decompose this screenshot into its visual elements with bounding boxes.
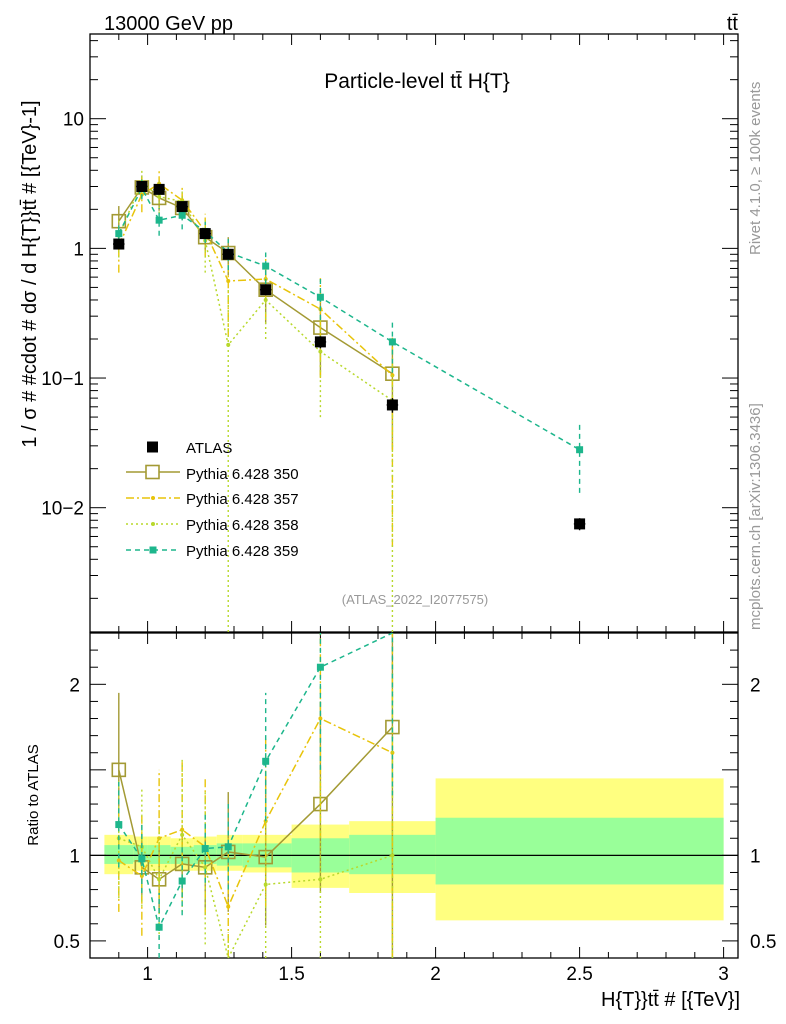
data-point	[113, 238, 125, 250]
main-title: Particle-level tt̄ H{T}	[324, 70, 510, 93]
legend-marker	[151, 522, 155, 526]
data-point	[263, 882, 268, 887]
data-point	[226, 904, 231, 909]
data-point	[390, 853, 395, 858]
legend-marker	[151, 496, 155, 500]
header-right: tt̄	[727, 13, 739, 35]
main-plot-area: 10−2 10−1 1 10	[41, 33, 739, 633]
data-point	[224, 843, 232, 851]
series-line	[118, 632, 393, 930]
data-point	[388, 338, 396, 346]
y-tick-label: 1	[69, 846, 80, 867]
series-line	[118, 186, 393, 375]
data-point	[574, 518, 586, 530]
series-line	[118, 180, 393, 402]
data-point	[318, 877, 323, 882]
data-point	[115, 821, 123, 829]
analysis-watermark: (ATLAS_2022_I2077575)	[342, 592, 488, 607]
series-line	[118, 717, 393, 909]
uncertainty-band-stat	[435, 817, 724, 885]
ratio-plot-frame	[89, 632, 739, 959]
data-point	[203, 865, 208, 870]
series-line	[118, 182, 393, 376]
data-point	[260, 284, 272, 296]
y-tick-label-right: 0.5	[750, 932, 776, 953]
data-point	[226, 342, 231, 347]
data-point	[201, 845, 209, 853]
data-point	[316, 293, 324, 301]
y-tick-label: 2	[69, 675, 80, 696]
data-point	[318, 716, 323, 721]
data-point	[316, 663, 324, 671]
data-point	[176, 201, 188, 213]
data-point	[157, 194, 162, 199]
data-point	[155, 216, 163, 224]
data-point	[138, 855, 146, 863]
data-point	[153, 183, 165, 195]
data-point	[314, 336, 326, 348]
data-point	[263, 277, 268, 282]
x-tick-label: 1	[142, 964, 153, 985]
x-tick-label: 3	[718, 964, 729, 985]
legend-marker	[147, 441, 158, 453]
data-point	[116, 858, 121, 863]
header-left: 13000 GeV pp	[104, 13, 233, 35]
main-plot-frame	[89, 33, 739, 633]
data-point	[178, 877, 186, 885]
data-point	[157, 877, 162, 882]
x-axis-label: H{T}}tt̄ # [{TeV}]	[601, 989, 740, 1011]
data-point	[318, 349, 323, 354]
legend-label: Pythia 6.428 357	[186, 491, 299, 508]
y-tick-label: 10	[63, 110, 84, 131]
legend-marker	[145, 464, 160, 480]
y-tick-label: 0.5	[54, 932, 80, 953]
data-point	[263, 297, 268, 302]
data-point	[155, 923, 163, 931]
data-point	[222, 248, 234, 260]
main-y-label: 1 / σ # #cdot # dσ / d H{T}}tt̄ # [{TeV}…	[19, 100, 41, 447]
data-point	[262, 757, 270, 765]
y-tick-label: 1	[73, 239, 84, 260]
data-point	[115, 230, 123, 238]
legend-label: ATLAS	[186, 440, 232, 457]
x-tick-label: 2	[430, 964, 441, 985]
y-tick-label: 10−2	[41, 499, 84, 520]
data-point	[180, 832, 185, 837]
data-point	[576, 446, 584, 454]
y-tick-label-right: 2	[750, 675, 761, 696]
ratio-y-label: Ratio to ATLAS	[25, 744, 42, 845]
series-line	[118, 186, 580, 451]
y-tick-label-right: 1	[750, 846, 761, 867]
legend-label: Pythia 6.428 359	[186, 543, 299, 560]
legend-label: Pythia 6.428 350	[186, 466, 299, 483]
data-point	[178, 211, 186, 219]
data-point	[180, 827, 185, 832]
rivet-label: Rivet 4.1.0, ≥ 100k events	[747, 82, 764, 255]
ratio-plot-area: 1 1.5 2 2.5 3 0.5 0.5 1 1 2 2	[54, 632, 776, 985]
mcplots-label: mcplots.cern.ch [arXiv:1306.3436]	[747, 403, 764, 630]
data-point	[199, 228, 211, 240]
uncertainty-band-stat	[216, 843, 243, 866]
x-tick-label: 2.5	[566, 964, 592, 985]
data-point	[111, 762, 127, 778]
legend-label: Pythia 6.428 358	[186, 517, 299, 534]
data-point	[136, 181, 148, 193]
legend-marker	[149, 546, 157, 554]
y-tick-label: 10−1	[41, 369, 84, 390]
data-point	[262, 262, 270, 270]
legend: ATLAS Pythia 6.428 350 Pythia 6.428 357 …	[126, 440, 299, 560]
data-point	[386, 399, 398, 411]
data-point	[226, 279, 231, 284]
x-tick-label: 1.5	[278, 964, 304, 985]
